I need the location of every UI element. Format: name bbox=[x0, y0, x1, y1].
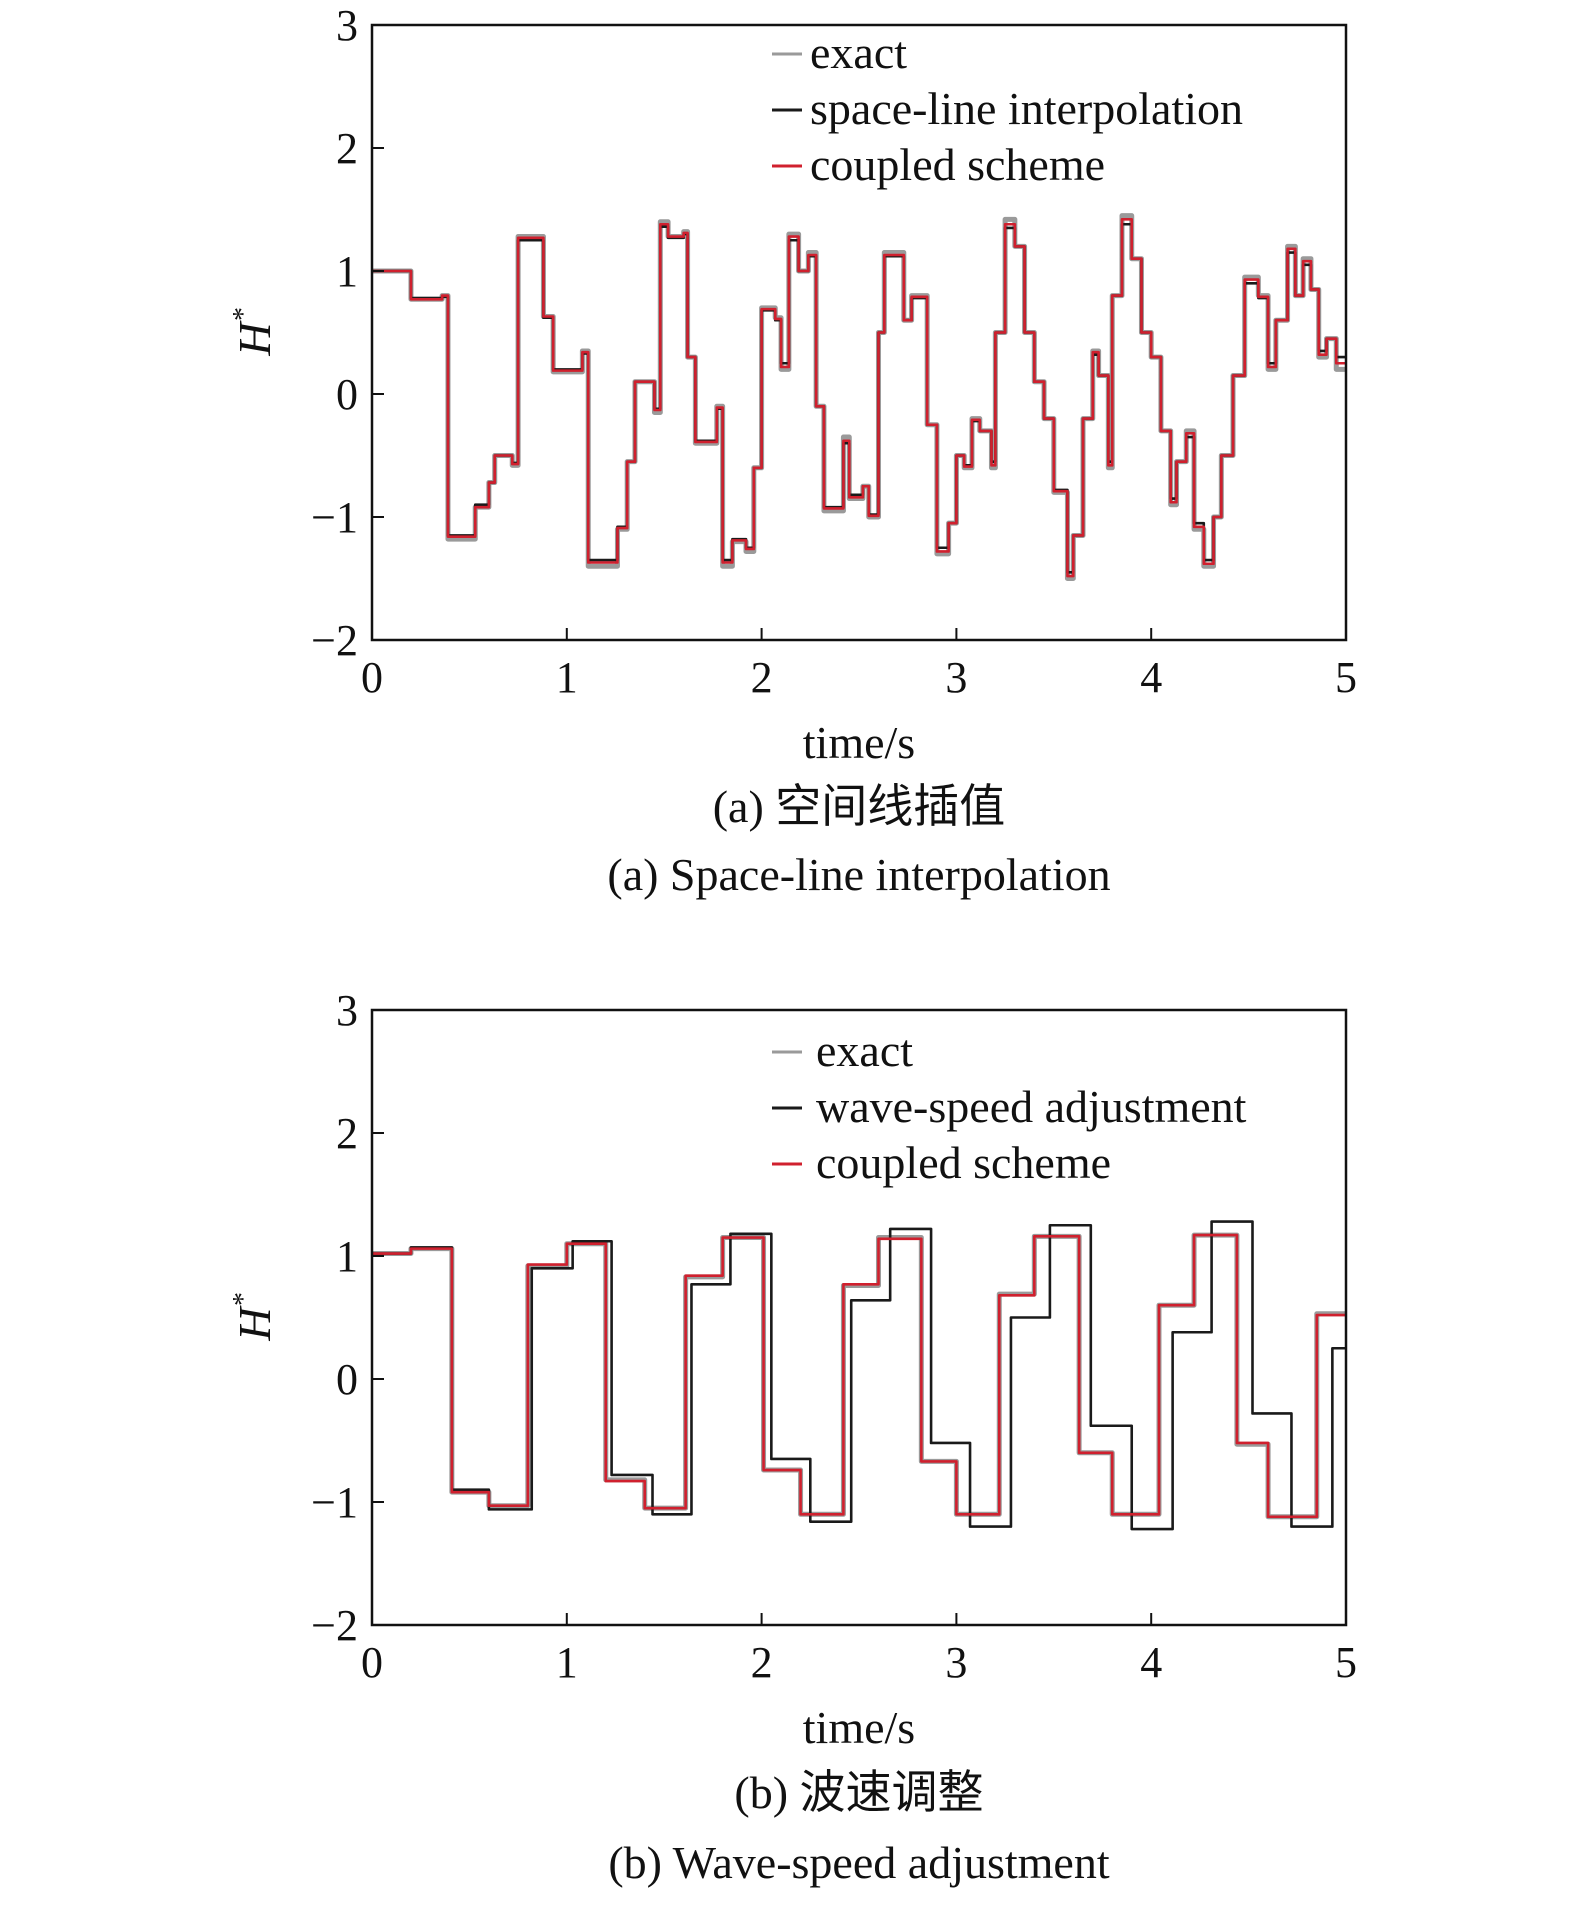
panel-b-x-tick-label: 0 bbox=[361, 1638, 383, 1687]
panel-b-x-tick-label: 2 bbox=[751, 1638, 773, 1687]
panel-b-y-axis-label: H* bbox=[228, 1293, 280, 1341]
panel-a-y-tick-label: −1 bbox=[311, 493, 358, 542]
panel-a-x-tick-label: 3 bbox=[945, 653, 967, 702]
panel-a-x-tick-label: 1 bbox=[556, 653, 578, 702]
panel-a-x-tick-label: 4 bbox=[1140, 653, 1162, 702]
panel-b-y-tick-label: 1 bbox=[336, 1232, 358, 1281]
panel-a-legend: exact space-line interpolation coupled s… bbox=[772, 27, 1243, 190]
panel-b-series bbox=[372, 1220, 1346, 1531]
panel-a-caption-en: (a) Space-line interpolation bbox=[607, 849, 1110, 900]
panel-a-y-axis-label-main: H bbox=[229, 320, 280, 357]
panel-b-x-tick-label: 3 bbox=[945, 1638, 967, 1687]
panel-b-x-tick-label: 5 bbox=[1335, 1638, 1357, 1687]
panel-a-legend-label-coupled: coupled scheme bbox=[810, 139, 1105, 190]
panel-b-legend: exact wave-speed adjustment coupled sche… bbox=[772, 1025, 1247, 1188]
panel-b-y-tick-label: −2 bbox=[311, 1601, 358, 1650]
panel-b-caption-en: (b) Wave-speed adjustment bbox=[608, 1837, 1110, 1888]
panel-a-x-tick-label: 5 bbox=[1335, 653, 1357, 702]
panel-b-y-axis-label-sup: * bbox=[228, 1293, 259, 1307]
panel-b-legend-label-wave-speed: wave-speed adjustment bbox=[816, 1081, 1247, 1132]
panel-a-caption-cn: (a) 空间线插值 bbox=[713, 781, 1006, 832]
panel-a-x-axis-label: time/s bbox=[803, 717, 915, 768]
panel-b-wave-speed-adjustment: 0 1 2 3 4 5 −2 −1 0 1 2 3 time/s H* exact wave-spee… bbox=[228, 986, 1357, 1888]
panel-b-y-tick-label: 2 bbox=[336, 1109, 358, 1158]
panel-b-legend-label-coupled: coupled scheme bbox=[816, 1137, 1111, 1188]
panel-b-series-coupled-line bbox=[372, 1233, 1346, 1519]
panel-b-y-tick-label: 3 bbox=[336, 986, 358, 1035]
panel-b-legend-label-exact: exact bbox=[816, 1025, 913, 1076]
panel-a-series-coupled-line bbox=[372, 218, 1346, 578]
panel-a-y-axis-label: H* bbox=[228, 308, 280, 356]
panel-a-x-tick-label: 2 bbox=[751, 653, 773, 702]
panel-a-plot-frame bbox=[370, 23, 1348, 642]
panel-a-space-line-interpolation: 0 1 2 3 4 5 −2 −1 0 1 2 3 time/s H* exact space-lin… bbox=[228, 1, 1357, 900]
panel-b-y-axis-label-main: H bbox=[229, 1305, 280, 1342]
panel-a-legend-label-space-line: space-line interpolation bbox=[810, 83, 1243, 134]
panel-b-x-tick-label: 4 bbox=[1140, 1638, 1162, 1687]
panel-a-y-tick-label: 0 bbox=[336, 370, 358, 419]
panel-a-y-tick-label: 2 bbox=[336, 124, 358, 173]
panel-b-plot-frame bbox=[370, 1008, 1348, 1627]
panel-b-x-axis-label: time/s bbox=[803, 1702, 915, 1753]
panel-a-ticks: 0 1 2 3 4 5 −2 −1 0 1 2 3 bbox=[311, 1, 1357, 702]
panel-b-caption-cn: (b) 波速调整 bbox=[734, 1767, 983, 1818]
panel-a-y-tick-label: 1 bbox=[336, 247, 358, 296]
panel-a-y-tick-label: −2 bbox=[311, 616, 358, 665]
panel-b-y-tick-label: 0 bbox=[336, 1355, 358, 1404]
panel-a-series bbox=[372, 213, 1346, 581]
panel-a-x-tick-label: 0 bbox=[361, 653, 383, 702]
panel-b-y-tick-label: −1 bbox=[311, 1478, 358, 1527]
panel-b-ticks: 0 1 2 3 4 5 −2 −1 0 1 2 3 bbox=[311, 986, 1357, 1687]
panel-b-series-method-line bbox=[372, 1220, 1346, 1531]
panel-a-y-tick-label: 3 bbox=[336, 1, 358, 50]
panel-b-x-tick-label: 1 bbox=[556, 1638, 578, 1687]
panel-a-y-axis-label-sup: * bbox=[228, 308, 259, 322]
panel-a-legend-label-exact: exact bbox=[810, 27, 907, 78]
panel-b-series-exact-line bbox=[372, 1232, 1346, 1520]
